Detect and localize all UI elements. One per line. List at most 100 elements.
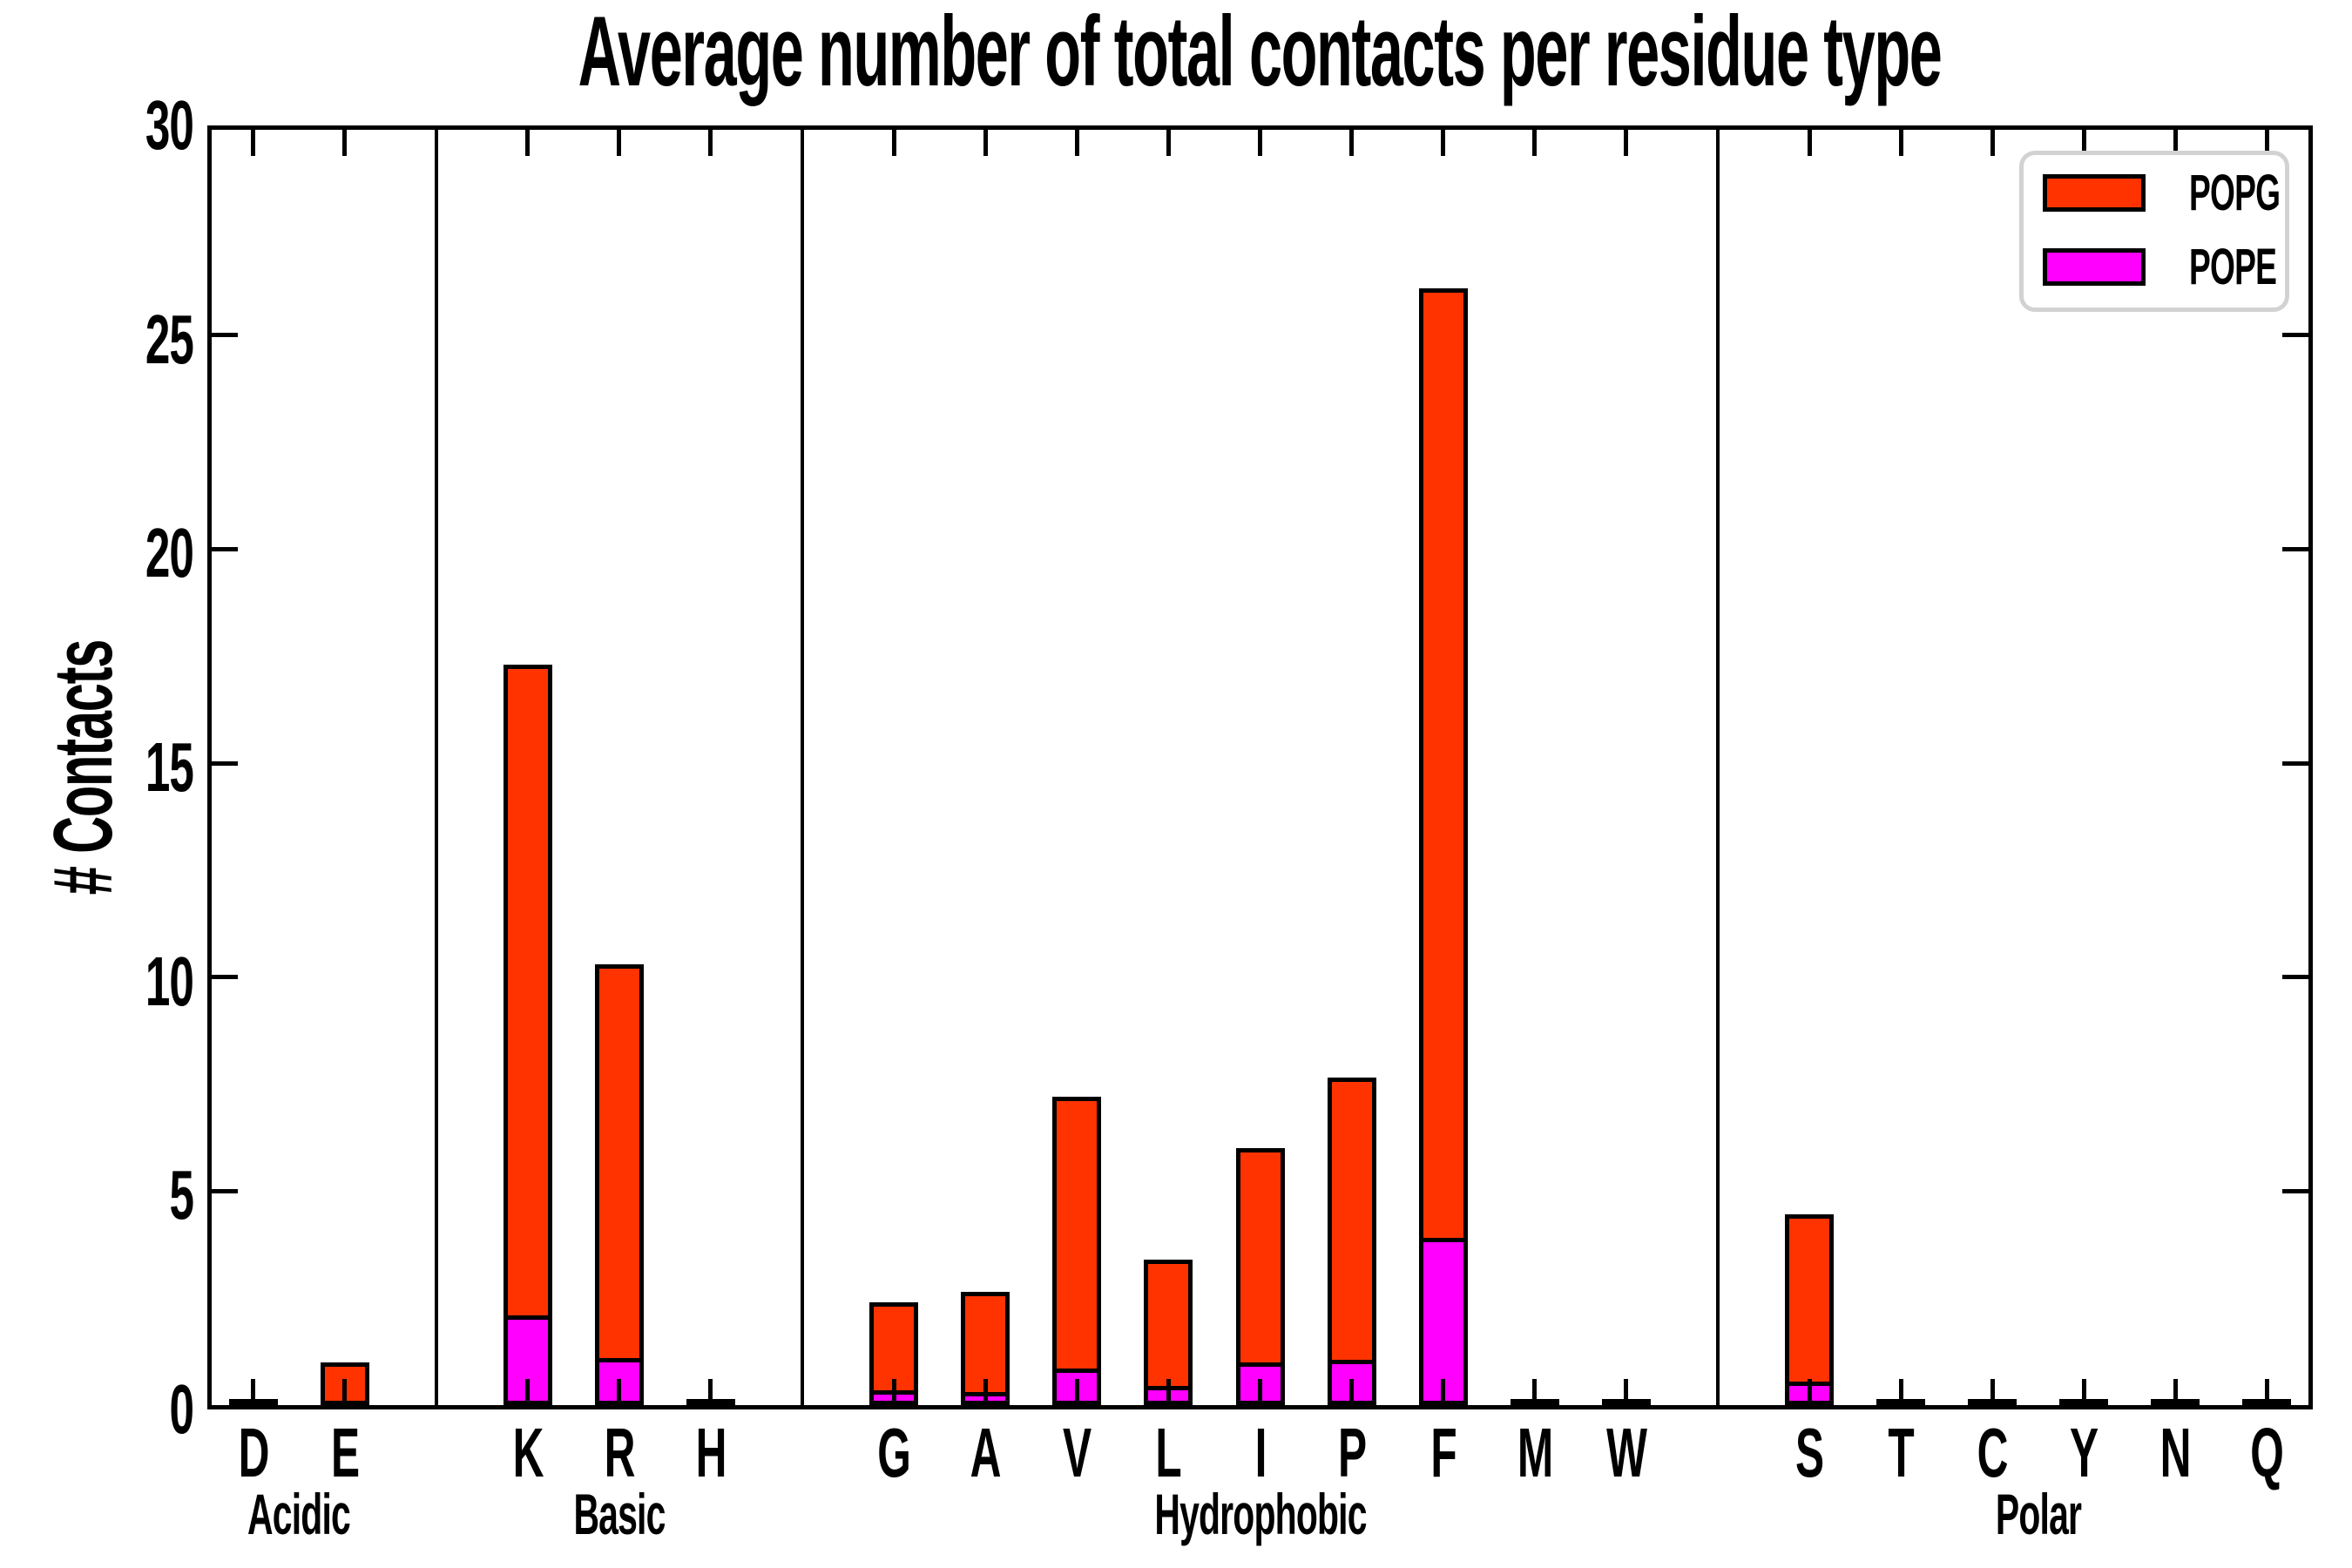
- x-axis-tick-top: [708, 130, 713, 156]
- x-axis-tick-top: [1898, 130, 1903, 156]
- bar-K-popg-segment: [503, 665, 552, 1320]
- bar-F-pope-segment: [1418, 1238, 1468, 1405]
- x-axis-tick-bottom: [891, 1379, 896, 1405]
- x-category-label-L: L: [1155, 1414, 1182, 1491]
- x-category-label-G: G: [877, 1414, 911, 1491]
- x-axis-tick-bottom: [2173, 1379, 2178, 1405]
- x-category-label-H: H: [695, 1414, 727, 1491]
- x-axis-tick-top: [1349, 130, 1355, 156]
- legend-label-popg: POPG: [2189, 164, 2281, 221]
- bar-R-popg-segment: [594, 964, 644, 1362]
- y-axis-label: # Contacts: [37, 639, 130, 896]
- x-category-label-S: S: [1794, 1414, 1824, 1491]
- x-axis-tick-top: [525, 130, 531, 156]
- bar-P-popg-segment: [1327, 1078, 1376, 1364]
- x-category-label-Q: Q: [2250, 1414, 2285, 1491]
- group-separator-line: [434, 130, 438, 1405]
- x-category-label-A: A: [970, 1414, 1002, 1491]
- x-axis-tick-bottom: [251, 1379, 256, 1405]
- x-axis-tick-bottom: [617, 1379, 622, 1405]
- x-category-label-W: W: [1605, 1414, 1647, 1491]
- y-axis-tick: [2282, 1188, 2308, 1193]
- y-tick-label: 20: [145, 514, 194, 592]
- x-axis-tick-bottom: [1532, 1379, 1538, 1405]
- bar-V-popg-segment: [1052, 1097, 1102, 1373]
- y-axis-tick: [2282, 760, 2308, 766]
- x-axis-tick-bottom: [983, 1379, 988, 1405]
- x-axis-tick-bottom: [1349, 1379, 1355, 1405]
- x-axis-tick-bottom: [1074, 1379, 1079, 1405]
- x-axis-tick-bottom: [1898, 1379, 1903, 1405]
- x-axis-tick-bottom: [1258, 1379, 1262, 1405]
- y-axis-tick: [2282, 975, 2308, 980]
- x-category-label-V: V: [1063, 1414, 1092, 1491]
- x-axis-tick-bottom: [1441, 1379, 1446, 1405]
- plot-area: [207, 125, 2313, 1409]
- y-axis-tick: [212, 333, 238, 338]
- x-axis-tick-bottom: [1166, 1379, 1171, 1405]
- legend-swatch-pope: [2043, 248, 2146, 286]
- y-tick-label: 0: [169, 1370, 194, 1448]
- x-axis-tick-bottom: [342, 1379, 348, 1405]
- x-axis-tick-top: [1258, 130, 1262, 156]
- x-category-label-C: C: [1977, 1414, 2009, 1491]
- x-axis-tick-bottom: [2081, 1379, 2086, 1405]
- group-label-basic: Basic: [573, 1482, 666, 1546]
- x-axis-tick-top: [1990, 130, 1995, 156]
- x-axis-tick-bottom: [2264, 1379, 2269, 1405]
- x-axis-tick-top: [617, 130, 622, 156]
- x-axis-tick-bottom: [1624, 1379, 1629, 1405]
- y-axis-tick: [212, 760, 238, 766]
- x-category-label-M: M: [1517, 1414, 1553, 1491]
- x-category-label-R: R: [604, 1414, 635, 1491]
- x-category-label-P: P: [1337, 1414, 1367, 1491]
- y-axis-tick: [212, 546, 238, 551]
- group-label-polar: Polar: [1995, 1482, 2082, 1546]
- x-axis-tick-top: [891, 130, 896, 156]
- x-axis-tick-top: [1532, 130, 1538, 156]
- legend: POPG POPE: [2019, 151, 2289, 312]
- bar-I-popg-segment: [1235, 1148, 1285, 1367]
- x-category-label-T: T: [1888, 1414, 1914, 1491]
- y-tick-label: 25: [145, 300, 194, 378]
- x-category-label-N: N: [2159, 1414, 2192, 1491]
- x-axis-tick-bottom: [1990, 1379, 1995, 1405]
- y-tick-label: 10: [145, 942, 194, 1020]
- x-axis-tick-top: [1624, 130, 1629, 156]
- y-axis-tick: [2282, 333, 2308, 338]
- y-tick-label: 5: [169, 1156, 194, 1234]
- group-label-hydrophobic: Hydrophobic: [1153, 1482, 1367, 1546]
- x-axis-tick-top: [1166, 130, 1171, 156]
- x-axis-tick-top: [1807, 130, 1812, 156]
- bar-L-popg-segment: [1144, 1260, 1193, 1390]
- x-category-label-E: E: [330, 1414, 360, 1491]
- bar-A-popg-segment: [961, 1292, 1010, 1396]
- x-category-label-K: K: [512, 1414, 544, 1491]
- group-label-acidic: Acidic: [247, 1482, 351, 1546]
- legend-label-pope: POPE: [2189, 238, 2277, 295]
- y-axis-tick: [212, 1188, 238, 1193]
- group-separator-line: [1715, 130, 1720, 1405]
- x-category-label-Y: Y: [2070, 1414, 2099, 1491]
- legend-swatch-popg: [2043, 174, 2146, 212]
- chart-title: Average number of total contacts per res…: [578, 0, 1943, 107]
- x-axis-tick-bottom: [1807, 1379, 1812, 1405]
- group-separator-line: [801, 130, 805, 1405]
- x-axis-tick-top: [251, 130, 256, 156]
- x-axis-tick-top: [983, 130, 988, 156]
- x-axis-tick-top: [342, 130, 348, 156]
- x-category-label-D: D: [238, 1414, 269, 1491]
- y-tick-label: 15: [145, 728, 194, 806]
- y-axis-tick: [2282, 546, 2308, 551]
- y-tick-label: 30: [145, 86, 194, 164]
- bar-S-popg-segment: [1785, 1214, 1835, 1386]
- x-category-label-I: I: [1254, 1414, 1267, 1491]
- x-axis-tick-top: [2081, 130, 2086, 156]
- x-axis-tick-top: [2264, 130, 2269, 156]
- x-category-label-F: F: [1430, 1414, 1456, 1491]
- x-axis-tick-bottom: [708, 1379, 713, 1405]
- x-axis-tick-top: [1074, 130, 1079, 156]
- x-axis-tick-top: [1441, 130, 1446, 156]
- bar-F-popg-segment: [1418, 288, 1468, 1242]
